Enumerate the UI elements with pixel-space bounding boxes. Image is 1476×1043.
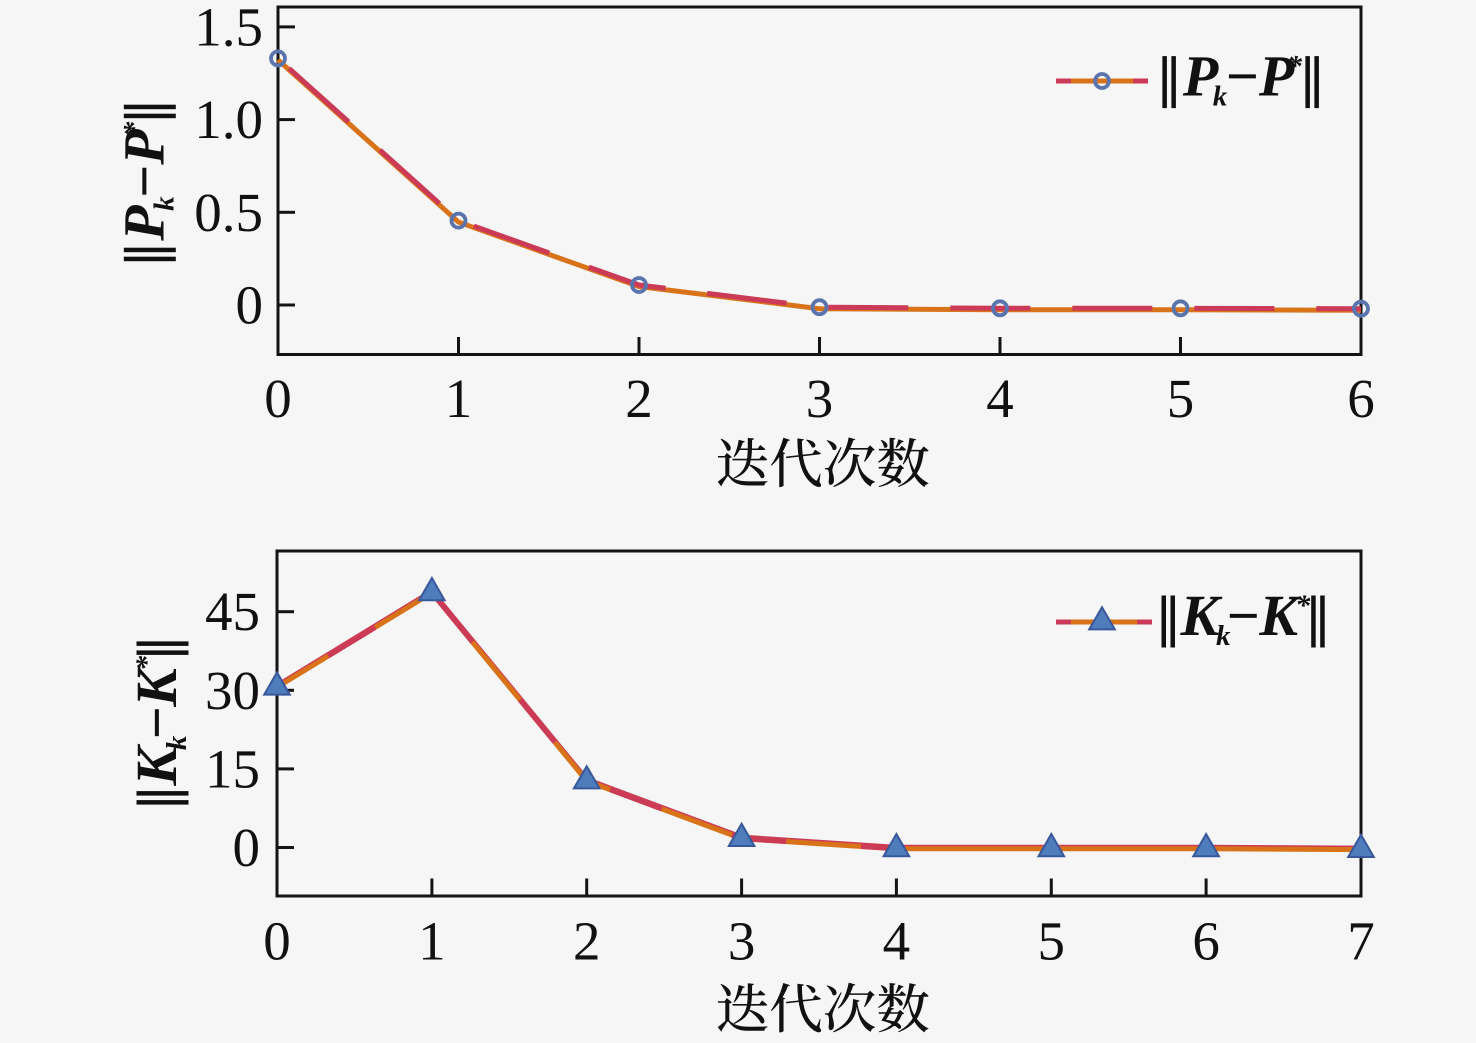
- svg-text:k: k: [1216, 620, 1231, 652]
- svg-text:3: 3: [728, 911, 756, 972]
- svg-text:4: 4: [986, 368, 1014, 429]
- svg-text:1: 1: [445, 368, 473, 429]
- svg-text:15: 15: [205, 738, 260, 799]
- svg-text:2: 2: [625, 368, 653, 429]
- svg-text:P: P: [111, 129, 176, 166]
- svg-text:0.5: 0.5: [194, 182, 263, 243]
- svg-text:−: −: [1224, 44, 1259, 109]
- svg-text:K: K: [124, 744, 189, 787]
- svg-text:K: K: [1258, 583, 1301, 648]
- svg-text:0: 0: [236, 275, 264, 336]
- svg-text:P: P: [111, 205, 176, 242]
- svg-text:3: 3: [806, 368, 834, 429]
- svg-text:*: *: [117, 121, 150, 137]
- svg-text:0: 0: [233, 817, 261, 878]
- svg-text:1.5: 1.5: [194, 0, 263, 57]
- svg-text:*: *: [1287, 50, 1303, 83]
- svg-text:*: *: [1295, 589, 1311, 622]
- svg-text:k: k: [161, 735, 193, 750]
- svg-text:30: 30: [205, 660, 260, 721]
- svg-text:4: 4: [883, 911, 911, 972]
- svg-text:P: P: [1182, 44, 1219, 109]
- svg-text:6: 6: [1347, 368, 1375, 429]
- svg-text:2: 2: [573, 911, 601, 972]
- svg-text:k: k: [148, 196, 180, 211]
- svg-text:*: *: [130, 655, 163, 671]
- svg-text:5: 5: [1038, 911, 1066, 972]
- svg-text:7: 7: [1347, 911, 1375, 972]
- svg-text:6: 6: [1192, 911, 1220, 972]
- svg-text:K: K: [1180, 583, 1223, 648]
- svg-text:−: −: [111, 164, 176, 199]
- svg-text:1.0: 1.0: [194, 89, 263, 150]
- svg-text:1: 1: [418, 911, 446, 972]
- svg-text:−: −: [1225, 583, 1260, 648]
- svg-text:−: −: [124, 706, 189, 741]
- svg-text:P: P: [1258, 44, 1295, 109]
- svg-text:K: K: [124, 665, 189, 708]
- svg-text:5: 5: [1167, 368, 1195, 429]
- svg-text:0: 0: [264, 368, 292, 429]
- svg-text:k: k: [1213, 81, 1228, 113]
- svg-text:45: 45: [205, 581, 260, 642]
- svg-text:0: 0: [263, 911, 291, 972]
